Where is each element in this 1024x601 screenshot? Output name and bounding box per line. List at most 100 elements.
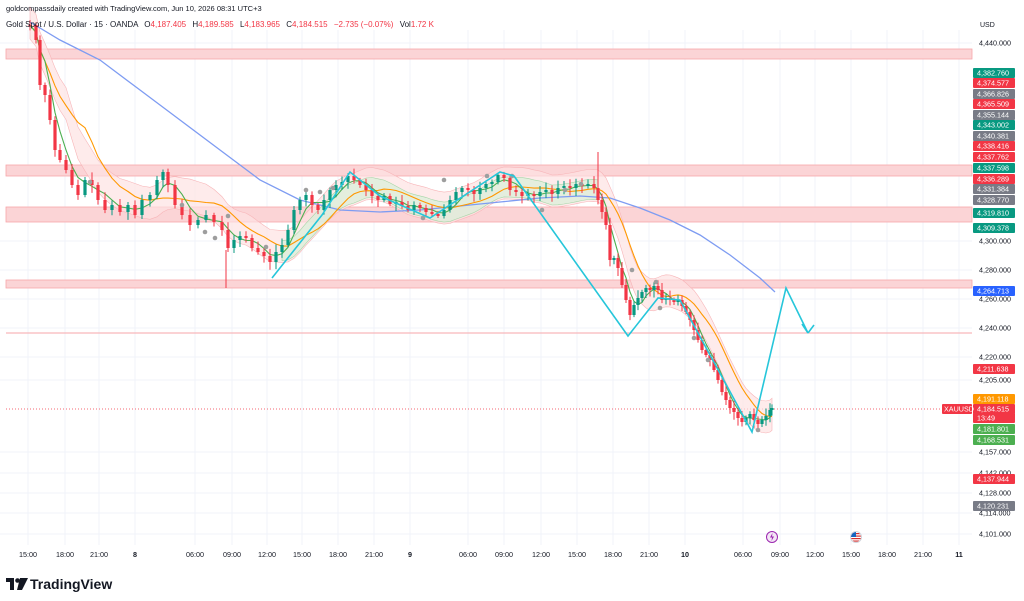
price-tag[interactable] [973, 141, 1015, 151]
price-tag[interactable] [973, 404, 1015, 414]
candle-body[interactable] [676, 300, 680, 302]
candle-body[interactable] [604, 212, 608, 225]
candle-body[interactable] [155, 180, 159, 195]
candle-body[interactable] [436, 214, 440, 216]
price-tag[interactable] [973, 195, 1015, 205]
candle-body[interactable] [232, 240, 236, 248]
candle-body[interactable] [28, 25, 32, 26]
price-tag[interactable] [973, 364, 1015, 374]
candle-body[interactable] [760, 420, 764, 424]
candle-body[interactable] [280, 245, 284, 252]
price-tag[interactable] [973, 120, 1015, 130]
candle-body[interactable] [334, 185, 338, 190]
candle-body[interactable] [514, 190, 518, 192]
resistance-zone[interactable] [5, 48, 973, 60]
moving-average-slow[interactable] [29, 21, 776, 293]
candle-body[interactable] [204, 215, 208, 220]
candle-body[interactable] [83, 180, 87, 195]
candle-body[interactable] [430, 212, 434, 214]
candle-body[interactable] [370, 190, 374, 196]
candle-body[interactable] [64, 160, 68, 170]
candle-body[interactable] [620, 268, 624, 285]
candle-body[interactable] [556, 188, 560, 194]
candle-body[interactable] [708, 355, 712, 360]
candle-body[interactable] [592, 184, 596, 188]
candle-body[interactable] [652, 286, 656, 290]
candle-body[interactable] [574, 184, 578, 188]
candle-body[interactable] [166, 172, 170, 185]
candle-body[interactable] [478, 188, 482, 194]
candle-body[interactable] [454, 192, 458, 200]
price-tag[interactable] [973, 413, 1015, 423]
symbol-name[interactable]: Gold Spot / U.S. Dollar · 15 · OANDA [6, 20, 139, 29]
candle-body[interactable] [148, 195, 152, 200]
candle-body[interactable] [752, 414, 756, 420]
candle-body[interactable] [244, 236, 248, 238]
candle-body[interactable] [466, 188, 470, 190]
candle-body[interactable] [346, 176, 350, 182]
candle-body[interactable] [720, 380, 724, 392]
price-tag[interactable] [973, 131, 1015, 141]
candle-body[interactable] [648, 288, 652, 290]
price-tag[interactable] [973, 68, 1015, 78]
candle-body[interactable] [76, 185, 80, 195]
candle-body[interactable] [262, 252, 266, 256]
candle-body[interactable] [600, 200, 604, 212]
candle-body[interactable] [612, 258, 616, 260]
candle-body[interactable] [688, 312, 692, 320]
price-tag[interactable] [973, 152, 1015, 162]
candle-body[interactable] [562, 186, 566, 188]
zigzag-projection[interactable] [271, 170, 809, 435]
candle-body[interactable] [412, 205, 416, 210]
price-tag[interactable] [973, 184, 1015, 194]
candle-body[interactable] [58, 150, 62, 160]
price-tag[interactable] [973, 78, 1015, 88]
moving-average-mid[interactable] [29, 24, 772, 418]
candle-body[interactable] [472, 190, 476, 194]
candle-body[interactable] [133, 205, 137, 215]
tradingview-logo-icon[interactable] [6, 577, 28, 591]
candle-body[interactable] [161, 172, 165, 180]
candle-body[interactable] [34, 25, 38, 40]
candle-body[interactable] [756, 420, 760, 424]
candle-body[interactable] [740, 418, 744, 422]
candle-body[interactable] [173, 185, 177, 205]
price-tag[interactable] [973, 223, 1015, 233]
candle-body[interactable] [400, 202, 404, 206]
candle-body[interactable] [268, 256, 272, 262]
candle-body[interactable] [538, 192, 542, 196]
candle-body[interactable] [568, 186, 572, 188]
candle-body[interactable] [656, 286, 660, 290]
candle-body[interactable] [624, 285, 628, 300]
candle-body[interactable] [118, 205, 122, 212]
tradingview-brand[interactable]: TradingView [30, 576, 113, 592]
price-tag[interactable] [973, 286, 1015, 296]
price-chart[interactable]: 4,440.000 4,300.000 4,280.000 4,260.000 4,24… [0, 0, 1024, 570]
candle-body[interactable] [502, 175, 506, 178]
candle-body[interactable] [96, 185, 100, 200]
candle-body[interactable] [628, 300, 632, 315]
candle-body[interactable] [70, 170, 74, 185]
candle-body[interactable] [43, 85, 47, 95]
candle-body[interactable] [364, 185, 368, 190]
candle-body[interactable] [212, 215, 216, 222]
candle-body[interactable] [304, 195, 308, 200]
symbol-tag[interactable] [942, 404, 972, 414]
candle-body[interactable] [732, 408, 736, 412]
chart-area[interactable]: 4,440.000 4,300.000 4,280.000 4,260.000 4,24… [0, 0, 1024, 570]
lightning-event-icon[interactable] [766, 531, 778, 543]
candle-body[interactable] [196, 220, 200, 225]
candle-body[interactable] [322, 200, 326, 210]
candle-body[interactable] [550, 190, 554, 194]
candle-body[interactable] [608, 225, 612, 260]
candle-body[interactable] [48, 95, 52, 120]
moving-average-fast[interactable] [29, 24, 773, 421]
price-tag[interactable] [973, 163, 1015, 173]
candle-body[interactable] [508, 178, 512, 190]
candle-body[interactable] [352, 176, 356, 180]
candle-body[interactable] [38, 40, 42, 85]
candle-body[interactable] [53, 120, 57, 150]
candle-body[interactable] [250, 238, 254, 248]
candle-body[interactable] [484, 184, 488, 188]
candle-body[interactable] [520, 192, 524, 196]
